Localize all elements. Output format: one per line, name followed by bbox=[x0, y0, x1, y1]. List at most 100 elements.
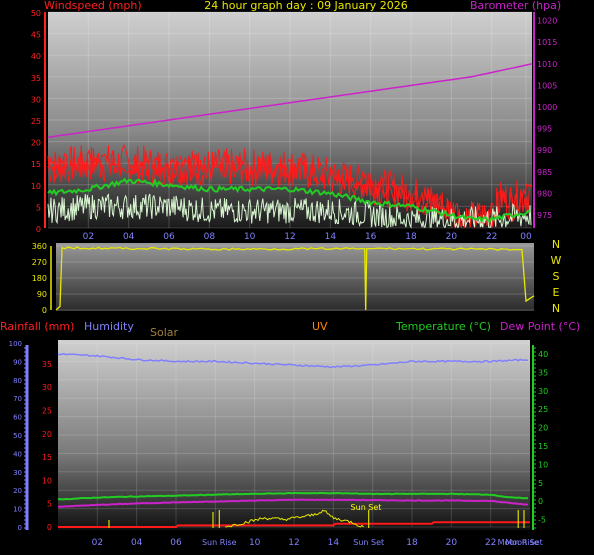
x-tick-label: 10 bbox=[244, 232, 256, 242]
barometer-tick-label: 975 bbox=[537, 211, 552, 220]
windspeed-tick-label: 35 bbox=[31, 74, 41, 83]
barometer-axis-label: Barometer (hpa) bbox=[470, 0, 561, 12]
wind-gust-line bbox=[47, 148, 532, 229]
barometer-line bbox=[47, 63, 533, 139]
barometer-tick-label: 1000 bbox=[537, 103, 557, 112]
barometer-tick-label: 1020 bbox=[537, 17, 557, 26]
rainfall-axis-label: Rainfall (mm) bbox=[0, 320, 74, 333]
x-tick-label: 04 bbox=[123, 232, 135, 242]
temperature-tick-label: 15 bbox=[538, 442, 548, 451]
temperature-tick-label: 5 bbox=[538, 479, 543, 488]
rainfall-tick-label: 5 bbox=[47, 500, 52, 509]
rainfall-tick-label: 35 bbox=[42, 360, 52, 369]
humidity-tick-label: 70 bbox=[13, 395, 22, 403]
chart-title: 24 hour graph day : 09 January 2026 bbox=[204, 0, 408, 12]
humidity-tick-label: 80 bbox=[13, 377, 22, 385]
barometer-tick-label: 1015 bbox=[537, 38, 557, 47]
direction-tick-label: 270 bbox=[32, 258, 47, 267]
temperature-tick-label: 10 bbox=[538, 460, 548, 469]
humidity-tick-label: 0 bbox=[18, 524, 22, 532]
lower-panel-background bbox=[58, 340, 530, 530]
temperature-tick-label: 35 bbox=[538, 368, 548, 377]
windspeed-axis-label: Windspeed (mph) bbox=[44, 0, 142, 12]
sun-rise-label: Sun Rise bbox=[202, 538, 237, 547]
x-tick-label: 14 bbox=[328, 538, 340, 548]
windspeed-tick-label: 15 bbox=[31, 160, 41, 169]
x-tick-label: 20 bbox=[446, 232, 458, 242]
humidity-tick-label: 100 bbox=[9, 340, 22, 348]
humidity-tick-label: 90 bbox=[13, 358, 22, 366]
humidity-tick-label: 60 bbox=[13, 414, 22, 422]
humidity-tick-label: 20 bbox=[13, 487, 22, 495]
windspeed-tick-label: 0 bbox=[36, 225, 41, 234]
solar-line bbox=[225, 509, 364, 528]
direction-tick-label: 180 bbox=[32, 274, 47, 283]
x-tick-label: 22 bbox=[486, 232, 497, 242]
windspeed-tick-label: 25 bbox=[31, 117, 41, 126]
humidity-tick-label: 30 bbox=[13, 469, 22, 477]
windspeed-tick-label: 40 bbox=[31, 52, 41, 61]
solar-axis-label: Solar bbox=[150, 326, 179, 339]
direction-panel-background bbox=[56, 243, 534, 311]
wind-direction-line bbox=[55, 246, 535, 311]
compass-label: N bbox=[552, 302, 560, 315]
x-tick-label: 18 bbox=[405, 232, 417, 242]
rainfall-tick-label: 30 bbox=[42, 383, 52, 392]
x-tick-label: 22 bbox=[485, 538, 496, 548]
temperature-line bbox=[57, 491, 529, 501]
x-tick-label: 08 bbox=[204, 232, 216, 242]
direction-tick-label: 90 bbox=[37, 290, 47, 299]
windspeed-tick-label: 20 bbox=[31, 139, 41, 148]
barometer-tick-label: 980 bbox=[537, 189, 552, 198]
windspeed-tick-label: 30 bbox=[31, 95, 41, 104]
x-tick-label: 06 bbox=[170, 538, 182, 548]
rainfall-tick-label: 0 bbox=[47, 523, 52, 532]
x-tick-label: 00 bbox=[520, 232, 532, 242]
wind-average-line bbox=[47, 177, 531, 224]
temperature-axis-label: Temperature (°C) bbox=[395, 320, 491, 333]
rainfall-tick-label: 15 bbox=[42, 453, 52, 462]
barometer-tick-label: 1010 bbox=[537, 60, 557, 69]
windspeed-tick-label: 5 bbox=[36, 203, 41, 212]
direction-tick-label: 0 bbox=[42, 306, 47, 315]
barometer-tick-label: 1005 bbox=[537, 81, 557, 90]
barometer-tick-label: 990 bbox=[537, 146, 552, 155]
x-tick-label: 20 bbox=[446, 538, 458, 548]
x-tick-label: 10 bbox=[249, 538, 261, 548]
humidity-axis-label: Humidity bbox=[84, 320, 134, 333]
windspeed-tick-label: 45 bbox=[31, 31, 41, 40]
dew-point-line bbox=[57, 498, 529, 508]
compass-label: W bbox=[551, 254, 562, 267]
temperature-tick-label: 0 bbox=[538, 497, 543, 506]
x-tick-label: 02 bbox=[92, 538, 103, 548]
humidity-tick-label: 50 bbox=[13, 432, 22, 440]
barometer-tick-label: 995 bbox=[537, 125, 552, 134]
temperature-tick-label: 40 bbox=[538, 350, 548, 359]
temperature-tick-label: 25 bbox=[538, 405, 548, 414]
x-tick-label: 06 bbox=[163, 232, 175, 242]
direction-tick-label: 360 bbox=[32, 242, 47, 251]
temperature-tick-label: 30 bbox=[538, 387, 548, 396]
x-tick-label: 16 bbox=[365, 232, 377, 242]
rainfall-line bbox=[58, 521, 530, 528]
compass-label: E bbox=[553, 286, 560, 299]
x-tick-label: 18 bbox=[406, 538, 418, 548]
uv-axis-label: UV bbox=[312, 320, 328, 333]
compass-label: S bbox=[553, 270, 560, 283]
x-tick-label: 02 bbox=[83, 232, 94, 242]
moon-rise-label: Moon Rise bbox=[498, 538, 539, 547]
sun-set-annotation: Sun Set bbox=[351, 503, 382, 512]
wind-gust-line bbox=[47, 143, 532, 229]
barometer-tick-label: 985 bbox=[537, 168, 552, 177]
sun-set-label: Sun Set bbox=[353, 538, 384, 547]
x-tick-label: 12 bbox=[284, 232, 295, 242]
temperature-tick-label: -5 bbox=[538, 516, 546, 525]
x-tick-label: 12 bbox=[288, 538, 299, 548]
wind-speed-line bbox=[47, 193, 532, 229]
x-tick-label: 04 bbox=[131, 538, 143, 548]
rainfall-tick-label: 20 bbox=[42, 430, 52, 439]
rainfall-tick-label: 10 bbox=[42, 476, 52, 485]
x-tick-label: 14 bbox=[325, 232, 337, 242]
humidity-tick-label: 10 bbox=[13, 506, 22, 514]
